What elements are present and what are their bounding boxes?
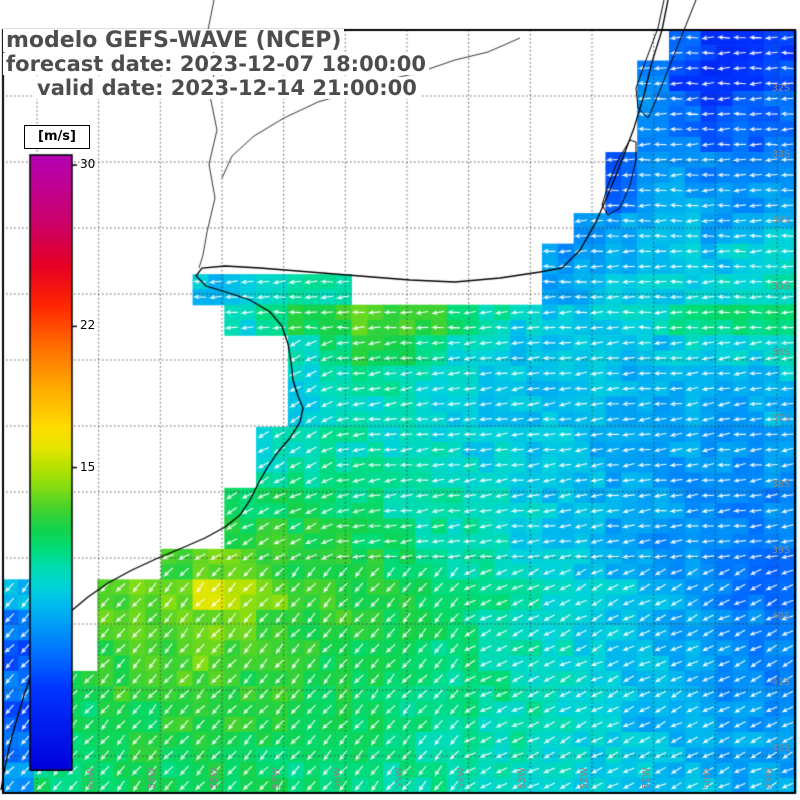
lat-tick-label: 32S [771, 83, 790, 94]
lon-tick-label: 57W [270, 767, 282, 789]
lat-tick-label: 39S [771, 545, 790, 556]
valid-date-line: valid date: 2023-12-14 21:00:00 [34, 77, 420, 99]
lon-tick-label: 52W [579, 767, 590, 789]
lat-tick-label: 42S [771, 743, 790, 754]
colorbar-unit-label: [m/s] [24, 125, 90, 149]
lat-tick-label: 33S [771, 149, 790, 160]
lat-tick-label: 34S [771, 215, 790, 226]
lon-tick-label: 60W [85, 767, 97, 789]
colorbar-tick-label: 22 [80, 318, 96, 333]
lon-tick-label: 50W [702, 767, 714, 789]
lon-tick-label: 55W [394, 767, 405, 789]
lon-tick-label: 49W [764, 767, 775, 789]
lat-tick-label: 37S [771, 413, 790, 424]
colorbar-tick-label: 30 [80, 157, 96, 172]
lon-tick-label: 53W [517, 767, 529, 789]
model-title: modelo GEFS-WAVE (NCEP) [3, 29, 345, 52]
colorbar-tick-label: 15 [80, 459, 96, 474]
lat-tick-label: 40S [771, 611, 790, 622]
lon-tick-label: 58W [209, 767, 220, 789]
lat-tick-label: 35S [771, 281, 790, 292]
lon-tick-label: 54W [455, 767, 467, 789]
lat-tick-label: 41S [771, 677, 790, 688]
lat-tick-label: 38S [771, 479, 790, 490]
lon-tick-label: 51W [640, 767, 652, 789]
lat-tick-label: 36S [771, 347, 790, 358]
lon-tick-label: 59W [147, 767, 159, 789]
lon-tick-label: 56W [332, 767, 344, 789]
forecast-date-line: forecast date: 2023-12-07 18:00:00 [3, 53, 429, 75]
